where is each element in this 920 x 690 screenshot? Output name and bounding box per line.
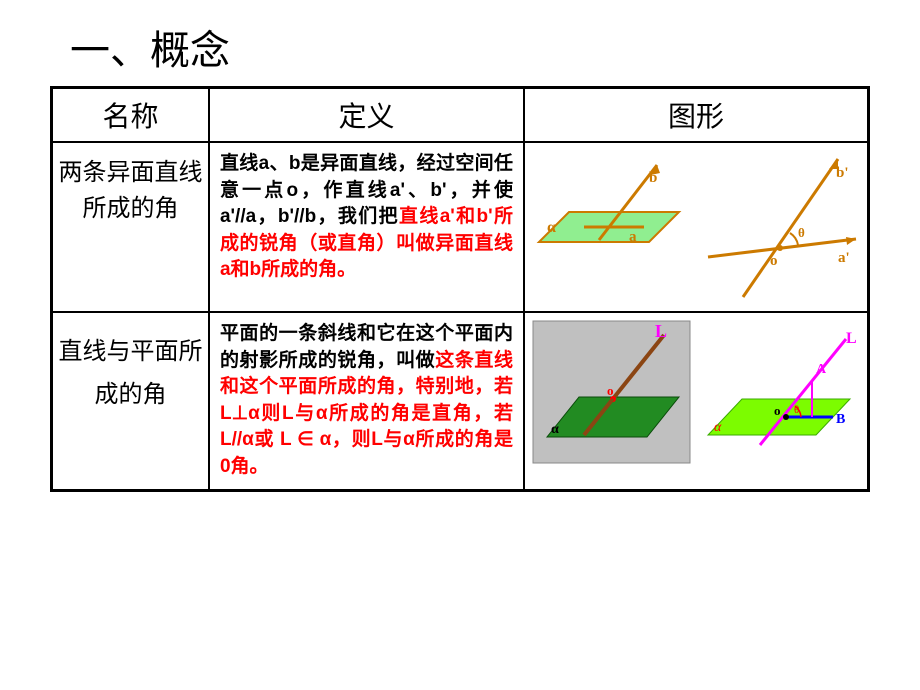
row2-figure-cell: L o α L A B o — [524, 312, 869, 490]
skew-lines-diagram: α a b — [529, 147, 694, 307]
row1-figure-cell: α a b o a' b' θ — [524, 142, 869, 312]
label-L2: L — [846, 330, 857, 347]
line-plane-diagram-2: L A B o θ α — [698, 317, 863, 467]
label-B: B — [836, 412, 845, 427]
label-a: a — [629, 229, 637, 245]
label-alpha2a: α — [551, 422, 559, 437]
label-o2b: o — [774, 403, 781, 418]
label-b: b — [649, 170, 657, 186]
label-alpha: α — [547, 219, 556, 236]
label-A: A — [816, 362, 827, 377]
concepts-table: 名称 定义 图形 两条异面直线所成的角 直线a、b是异面直线，经过空间任意一点o… — [50, 86, 870, 492]
row2-definition: 平面的一条斜线和它在这个平面内的射影所成的锐角，叫做这条直线和这个平面所成的角，… — [209, 312, 524, 490]
label-alpha2b: α — [714, 420, 722, 435]
label-bprime: b' — [836, 165, 849, 181]
row1-name: 两条异面直线所成的角 — [52, 142, 209, 312]
row1-definition: 直线a、b是异面直线，经过空间任意一点o，作直线a'、b'，并使a'//a，b'… — [209, 142, 524, 312]
page-title: 一、概念 — [0, 0, 920, 86]
line-plane-diagram-1: L o α — [529, 317, 694, 467]
label-o: o — [770, 253, 778, 269]
header-fig: 图形 — [524, 88, 869, 143]
label-aprime: a' — [838, 250, 850, 266]
table-row: 两条异面直线所成的角 直线a、b是异面直线，经过空间任意一点o，作直线a'、b'… — [52, 142, 869, 312]
header-name: 名称 — [52, 88, 209, 143]
table-row: 直线与平面所成的角 平面的一条斜线和它在这个平面内的射影所成的锐角，叫做这条直线… — [52, 312, 869, 490]
angle-diagram: o a' b' θ — [698, 147, 863, 307]
header-def: 定义 — [209, 88, 524, 143]
label-theta2: θ — [794, 404, 799, 416]
label-o2a: o — [607, 383, 614, 398]
table-header-row: 名称 定义 图形 — [52, 88, 869, 143]
row2-name: 直线与平面所成的角 — [52, 312, 209, 490]
label-L: L — [655, 321, 667, 341]
label-theta: θ — [798, 225, 805, 240]
